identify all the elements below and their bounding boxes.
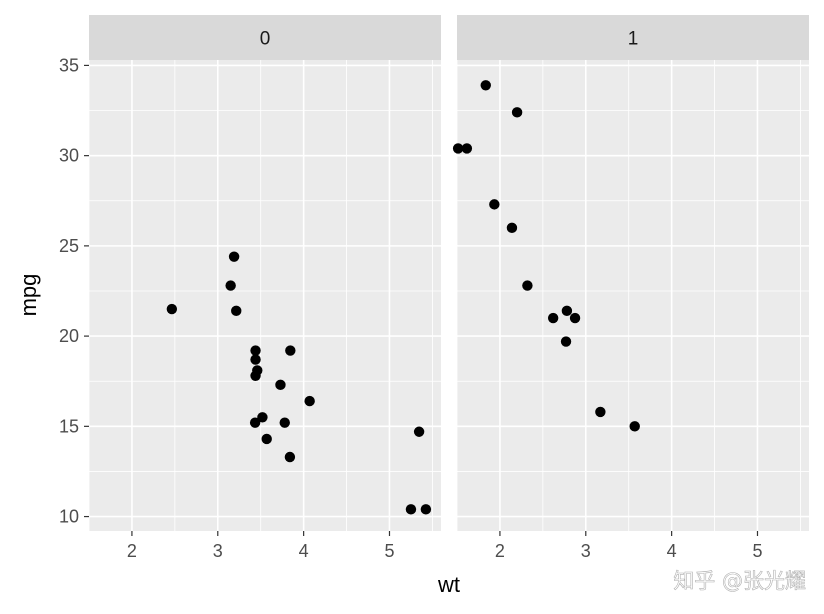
data-point bbox=[166, 303, 178, 315]
x-tick-label: 3 bbox=[213, 541, 223, 561]
panel-background bbox=[457, 60, 809, 531]
data-point bbox=[420, 504, 432, 515]
y-tick-label: 20 bbox=[59, 326, 79, 346]
facet-strip bbox=[457, 15, 809, 60]
data-point bbox=[547, 312, 559, 324]
data-point bbox=[560, 336, 572, 347]
data-point bbox=[489, 199, 500, 210]
y-tick-label: 25 bbox=[59, 236, 79, 256]
x-tick-label: 2 bbox=[495, 541, 505, 561]
facet-strip bbox=[89, 15, 441, 60]
x-tick-label: 5 bbox=[752, 541, 762, 561]
y-tick-label: 35 bbox=[59, 55, 79, 75]
data-point bbox=[506, 222, 518, 234]
x-tick-label: 5 bbox=[384, 541, 394, 561]
data-point bbox=[249, 417, 261, 428]
data-point bbox=[231, 305, 242, 317]
x-tick-label: 4 bbox=[299, 541, 309, 561]
x-axis: 2 3 4 5 2 3 4 5 bbox=[127, 531, 762, 561]
data-point bbox=[480, 80, 491, 91]
data-point bbox=[228, 251, 240, 262]
x-axis-title: wt bbox=[437, 572, 460, 597]
y-axis: 10 15 20 25 30 35 bbox=[59, 55, 89, 527]
data-point bbox=[595, 406, 606, 418]
data-point bbox=[250, 345, 261, 356]
data-point bbox=[461, 143, 473, 154]
data-point bbox=[413, 426, 425, 437]
data-point bbox=[522, 280, 533, 291]
data-point bbox=[452, 143, 464, 154]
facet-strip-label: 0 bbox=[260, 29, 271, 50]
data-point bbox=[405, 504, 417, 515]
y-tick-label: 30 bbox=[59, 146, 79, 166]
x-tick-label: 4 bbox=[667, 541, 677, 561]
y-axis-title: mpg bbox=[16, 274, 41, 317]
y-tick-label: 15 bbox=[59, 416, 79, 436]
data-point bbox=[629, 421, 640, 432]
watermark-text: 知乎 @张光耀 bbox=[673, 569, 806, 593]
y-tick-label: 10 bbox=[59, 507, 79, 527]
facet-panel-1: 1 bbox=[452, 15, 809, 531]
data-point bbox=[250, 370, 261, 382]
data-point bbox=[285, 345, 296, 356]
data-point bbox=[511, 107, 523, 118]
data-point bbox=[284, 451, 296, 463]
facet-panel-0: 0 bbox=[88, 15, 441, 531]
data-point bbox=[275, 379, 286, 391]
x-tick-label: 2 bbox=[127, 541, 137, 561]
facet-strip-label: 1 bbox=[628, 29, 639, 50]
data-point bbox=[257, 412, 268, 423]
x-tick-label: 3 bbox=[581, 541, 591, 561]
panel-background bbox=[89, 60, 441, 531]
data-point bbox=[304, 395, 315, 407]
data-point bbox=[261, 433, 272, 445]
data-point bbox=[561, 305, 573, 317]
data-point bbox=[250, 354, 261, 365]
data-point bbox=[569, 312, 581, 324]
data-point bbox=[225, 280, 236, 291]
data-point bbox=[279, 417, 290, 428]
